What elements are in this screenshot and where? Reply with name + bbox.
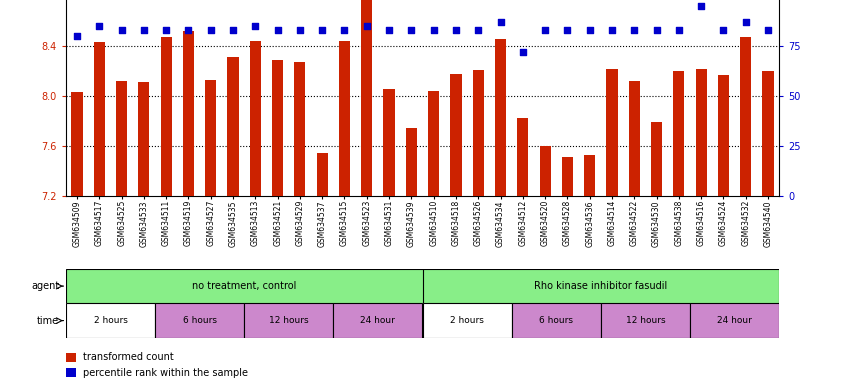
Bar: [72, 92, 83, 196]
Bar: [316, 153, 327, 196]
Bar: [205, 80, 216, 196]
Bar: [600, 303, 690, 338]
Point: [404, 27, 418, 33]
Bar: [160, 37, 171, 196]
Point: [160, 27, 173, 33]
Point: [70, 33, 84, 39]
Point: [760, 27, 774, 33]
Text: no treatment, control: no treatment, control: [192, 281, 296, 291]
Bar: [272, 60, 283, 196]
Bar: [583, 155, 594, 196]
Bar: [244, 303, 333, 338]
Text: transformed count: transformed count: [83, 352, 173, 362]
Point: [360, 23, 373, 29]
Bar: [689, 303, 778, 338]
Point: [449, 27, 463, 33]
Text: Rho kinase inhibitor fasudil: Rho kinase inhibitor fasudil: [533, 281, 667, 291]
Point: [137, 27, 150, 33]
Point: [181, 27, 195, 33]
Point: [627, 27, 641, 33]
Point: [716, 27, 729, 33]
Text: 6 hours: 6 hours: [538, 316, 572, 325]
Bar: [428, 91, 439, 196]
Bar: [511, 303, 600, 338]
Bar: [155, 303, 244, 338]
Bar: [333, 303, 422, 338]
Point: [516, 49, 529, 55]
Bar: [495, 38, 506, 196]
Point: [315, 27, 328, 33]
Point: [649, 27, 663, 33]
Bar: [606, 68, 617, 196]
Bar: [650, 122, 662, 196]
Bar: [383, 88, 394, 196]
Point: [560, 27, 573, 33]
Point: [203, 27, 217, 33]
Bar: [628, 81, 639, 196]
Bar: [517, 118, 528, 196]
Bar: [94, 42, 105, 196]
Bar: [227, 57, 238, 196]
Bar: [450, 74, 461, 196]
Text: agent: agent: [31, 281, 59, 291]
Bar: [338, 41, 349, 196]
Bar: [422, 303, 511, 338]
Point: [381, 27, 395, 33]
Bar: [561, 157, 572, 196]
Point: [538, 27, 551, 33]
Bar: [250, 41, 261, 196]
Bar: [182, 31, 194, 196]
Point: [671, 27, 684, 33]
Point: [426, 27, 440, 33]
Bar: [472, 70, 484, 196]
Bar: [673, 71, 684, 196]
Point: [226, 27, 240, 33]
Text: 24 hour: 24 hour: [717, 316, 751, 325]
Bar: [761, 71, 772, 196]
Point: [604, 27, 618, 33]
Point: [694, 3, 707, 9]
Bar: [538, 146, 550, 196]
Bar: [717, 75, 728, 196]
Bar: [138, 82, 149, 196]
Bar: [360, 0, 372, 196]
Bar: [739, 37, 750, 196]
Text: 24 hour: 24 hour: [360, 316, 395, 325]
Bar: [405, 128, 416, 196]
Bar: [294, 62, 306, 196]
Point: [93, 23, 106, 29]
Point: [582, 27, 596, 33]
Text: time: time: [37, 316, 59, 326]
Text: percentile rank within the sample: percentile rank within the sample: [83, 367, 247, 377]
Point: [271, 27, 284, 33]
Bar: [695, 68, 706, 196]
Point: [293, 27, 306, 33]
Text: 12 hours: 12 hours: [625, 316, 664, 325]
Text: 2 hours: 2 hours: [450, 316, 484, 325]
Point: [115, 27, 128, 33]
Bar: [66, 303, 155, 338]
Point: [248, 23, 262, 29]
Bar: [116, 81, 127, 196]
Text: 12 hours: 12 hours: [268, 316, 308, 325]
Text: 2 hours: 2 hours: [94, 316, 127, 325]
Point: [738, 19, 751, 25]
Point: [471, 27, 484, 33]
Text: 6 hours: 6 hours: [182, 316, 216, 325]
Point: [338, 27, 351, 33]
Point: [493, 19, 506, 25]
